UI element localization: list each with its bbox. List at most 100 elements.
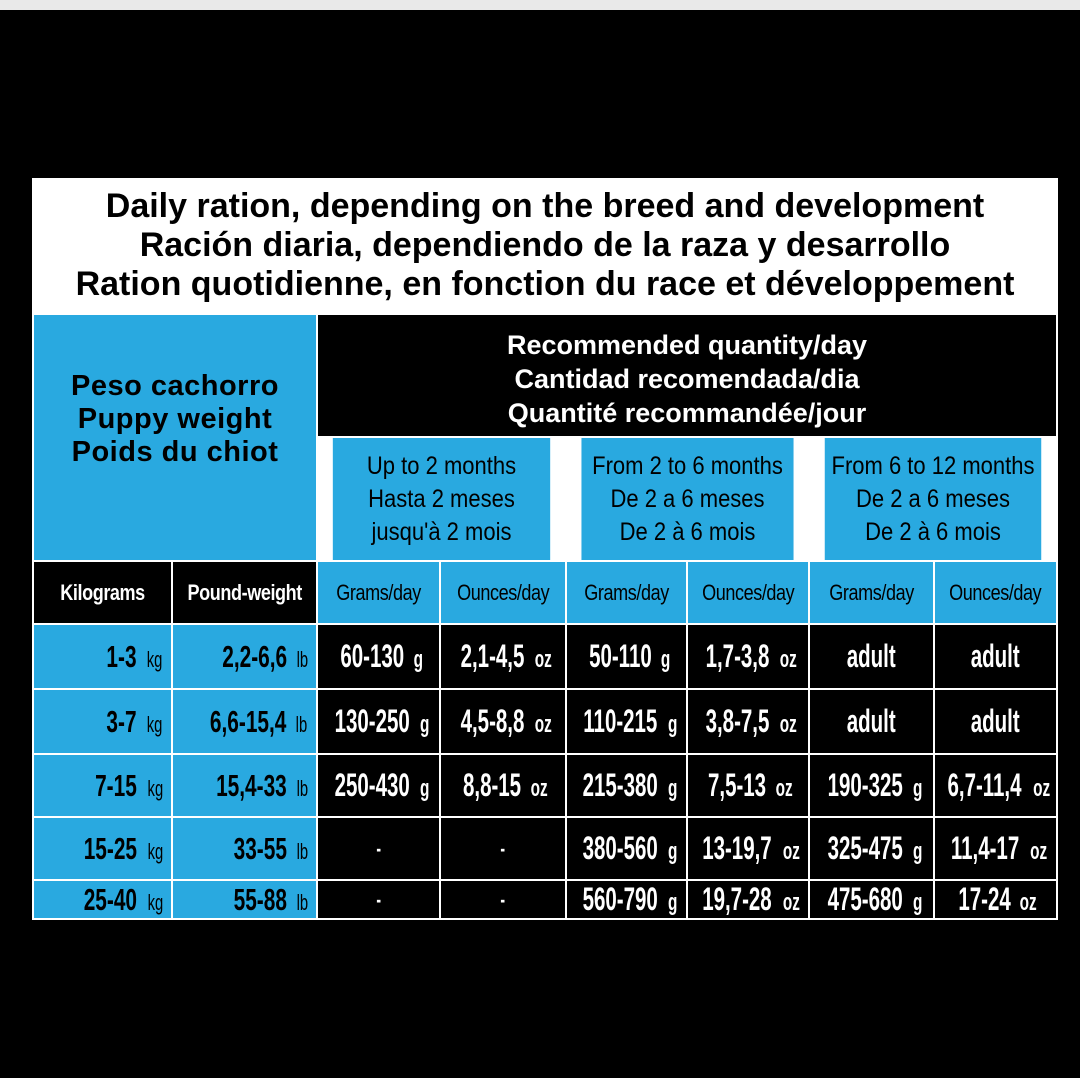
quantity-unit: g	[420, 775, 431, 802]
pound-unit: lb	[296, 889, 308, 915]
ounces-per-day-cell: 4,5-8,8 oz	[441, 690, 565, 753]
ounces-per-day-cell: 6,7-11,4 oz	[935, 755, 1056, 816]
kilogram-unit: kg	[147, 775, 163, 801]
quantity-value: adult	[847, 638, 896, 674]
age-group-2-to-6-months: From 2 to 6 months De 2 a 6 meses De 2 à…	[581, 438, 794, 560]
pound-cell: 33-55 lb	[173, 818, 316, 879]
kilogram-cell: 25-40 kg	[34, 881, 171, 918]
ounces-per-day-cell: adult	[935, 690, 1056, 753]
quantity-unit: oz	[534, 711, 552, 738]
recommended-quantity-header: Recommended quantity/day Cantidad recome…	[318, 315, 1056, 436]
column-header-grams-day: Grams/day	[810, 562, 933, 623]
ounces-per-day-cell: 7,5-13 oz	[688, 755, 808, 816]
column-header-ounces-day: Ounces/day	[935, 562, 1056, 623]
quantity-unit: g	[913, 838, 924, 865]
quantity-value: 560-790	[583, 881, 659, 917]
kilogram-cell: 3-7 kg	[34, 690, 171, 753]
pound-cell: 55-88 lb	[173, 881, 316, 918]
age-label-english: From 6 to 12 months	[831, 451, 1035, 480]
quantity-value: adult	[971, 638, 1020, 674]
age-label-spanish: De 2 a 6 meses	[610, 484, 765, 513]
quantity-value: 380-560	[583, 830, 659, 866]
top-status-strip	[0, 0, 1080, 10]
puppy-weight-header: Peso cachorro Puppy weight Poids du chio…	[34, 315, 316, 560]
ounces-per-day-cell: 17-24 oz	[935, 881, 1056, 918]
pound-unit: lb	[296, 646, 308, 672]
quantity-value: 190-325	[828, 767, 904, 803]
quantity-unit: oz	[782, 838, 800, 865]
quantity-value: 8,8-15	[463, 767, 522, 803]
grams-per-day-cell: 190-325 g	[810, 755, 933, 816]
quantity-value: 130-250	[335, 703, 411, 739]
quantity-unit: g	[420, 711, 431, 738]
grams-per-day-cell: 560-790 g	[567, 881, 686, 918]
grams-per-day-cell: 380-560 g	[567, 818, 686, 879]
pound-cell: 6,6-15,4 lb	[173, 690, 316, 753]
title-english: Daily ration, depending on the breed and…	[105, 187, 985, 225]
grams-per-day-cell: 60-130 g	[318, 625, 439, 688]
pound-unit: lb	[296, 711, 308, 737]
quantity-unit: g	[668, 838, 679, 865]
pound-cell: 15,4-33 lb	[173, 755, 316, 816]
kilogram-cell: 1-3 kg	[34, 625, 171, 688]
kilogram-unit: kg	[147, 838, 163, 864]
ounces-per-day-cell: 13-19,7 oz	[688, 818, 808, 879]
kilogram-unit: kg	[147, 889, 163, 915]
quantity-value: 1,7-3,8	[705, 638, 770, 674]
grams-per-day-cell: 130-250 g	[318, 690, 439, 753]
column-header-pound-weight: Pound-weight	[173, 562, 316, 623]
pound-value: 2,2-6,6	[221, 638, 287, 674]
ounces-per-day-cell: 11,4-17 oz	[935, 818, 1056, 879]
table-title: Daily ration, depending on the breed and…	[34, 178, 1056, 313]
column-header-kilograms: Kilograms	[34, 562, 171, 623]
quantity-value: 6,7-11,4	[947, 767, 1022, 803]
grams-per-day-cell: -	[318, 818, 439, 879]
daily-ration-table: Daily ration, depending on the breed and…	[32, 178, 1058, 920]
recommended-french: Quantité recommandée/jour	[507, 397, 867, 428]
weight-header-english: Puppy weight	[77, 403, 273, 435]
kilogram-value: 7-15	[95, 767, 137, 803]
quantity-unit: oz	[775, 775, 793, 802]
pound-value: 15,4-33	[216, 767, 287, 803]
quantity-unit: g	[668, 889, 679, 916]
quantity-unit: g	[913, 889, 924, 916]
age-group-up-to-2-months: Up to 2 months Hasta 2 meses jusqu'à 2 m…	[332, 438, 551, 560]
quantity-value: 250-430	[335, 767, 411, 803]
grams-per-day-cell: 325-475 g	[810, 818, 933, 879]
quantity-value: 110-215	[583, 703, 658, 739]
kilogram-value: 15-25	[83, 830, 137, 866]
kilogram-cell: 15-25 kg	[34, 818, 171, 879]
quantity-unit: oz	[534, 646, 552, 673]
quantity-value: adult	[971, 703, 1020, 739]
pound-value: 55-88	[233, 881, 287, 917]
age-label-french: jusqu'à 2 mois	[371, 517, 512, 546]
column-header-ounces-day: Ounces/day	[688, 562, 808, 623]
recommended-spanish: Cantidad recomendada/dia	[514, 363, 860, 394]
grams-per-day-cell: adult	[810, 625, 933, 688]
quantity-value: -	[376, 835, 381, 861]
quantity-value: 60-130	[340, 638, 405, 674]
quantity-unit: oz	[1029, 838, 1047, 865]
pound-unit: lb	[296, 838, 308, 864]
quantity-value: 11,4-17	[950, 830, 1019, 866]
column-header-grams-day: Grams/day	[567, 562, 686, 623]
title-spanish: Ración diaria, dependiendo de la raza y …	[139, 226, 951, 264]
ounces-per-day-cell: adult	[935, 625, 1056, 688]
column-header-grams-day: Grams/day	[318, 562, 439, 623]
quantity-unit: g	[668, 711, 678, 738]
age-label-french: De 2 à 6 mois	[619, 517, 756, 546]
pound-cell: 2,2-6,6 lb	[173, 625, 316, 688]
ounces-per-day-cell: 8,8-15 oz	[441, 755, 565, 816]
kilogram-unit: kg	[147, 711, 163, 737]
quantity-unit: g	[913, 775, 924, 802]
grams-per-day-cell: 110-215 g	[567, 690, 686, 753]
quantity-unit: oz	[1019, 889, 1037, 916]
grams-per-day-cell: 475-680 g	[810, 881, 933, 918]
quantity-value: -	[376, 886, 381, 912]
ounces-per-day-cell: 2,1-4,5 oz	[441, 625, 565, 688]
quantity-value: -	[500, 886, 506, 912]
age-label-french: De 2 à 6 mois	[865, 517, 1001, 546]
quantity-value: 4,5-8,8	[460, 703, 525, 739]
quantity-unit: oz	[530, 775, 548, 802]
grams-per-day-cell: 50-110 g	[567, 625, 686, 688]
